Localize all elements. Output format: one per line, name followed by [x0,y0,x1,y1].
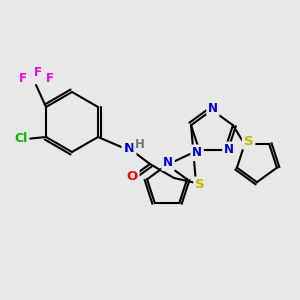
Text: N: N [224,143,234,156]
Text: H: H [135,137,145,151]
Text: S: S [195,178,205,191]
Text: N: N [123,142,134,154]
Text: F: F [19,71,27,85]
Text: O: O [126,169,138,182]
Text: F: F [34,65,42,79]
Text: F: F [46,71,54,85]
Text: Cl: Cl [14,133,28,146]
Text: N: N [208,101,218,115]
Text: S: S [244,135,254,148]
Text: N: N [163,156,173,169]
Text: N: N [192,146,202,159]
